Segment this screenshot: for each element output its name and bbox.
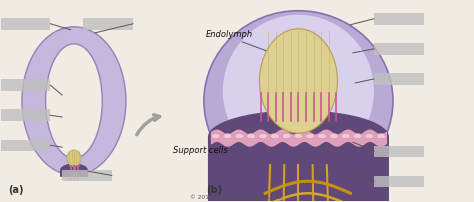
- Ellipse shape: [258, 134, 267, 139]
- Ellipse shape: [223, 134, 232, 139]
- Bar: [0, 109, 50, 121]
- Bar: [374, 176, 424, 187]
- Bar: [374, 73, 424, 85]
- Bar: [374, 13, 424, 25]
- Ellipse shape: [204, 11, 393, 191]
- Text: Endolymph: Endolymph: [206, 30, 254, 39]
- Ellipse shape: [365, 134, 374, 139]
- Text: Support cells: Support cells: [173, 146, 228, 155]
- Ellipse shape: [22, 27, 126, 175]
- Ellipse shape: [235, 134, 244, 139]
- Ellipse shape: [329, 134, 338, 139]
- Ellipse shape: [46, 44, 102, 158]
- Bar: [62, 170, 112, 181]
- Ellipse shape: [341, 134, 350, 139]
- Bar: [0, 140, 50, 151]
- Text: (a): (a): [8, 185, 23, 195]
- Ellipse shape: [246, 134, 255, 139]
- Ellipse shape: [282, 134, 291, 139]
- Ellipse shape: [294, 134, 303, 139]
- Polygon shape: [209, 111, 388, 201]
- Bar: [83, 18, 133, 30]
- Text: © 2011 Pearson Education, Inc.: © 2011 Pearson Education, Inc.: [191, 194, 283, 199]
- Ellipse shape: [353, 134, 362, 139]
- Polygon shape: [61, 164, 87, 176]
- Bar: [374, 43, 424, 55]
- Ellipse shape: [270, 134, 279, 139]
- Ellipse shape: [223, 15, 374, 167]
- Ellipse shape: [259, 29, 337, 133]
- Ellipse shape: [377, 134, 386, 139]
- Bar: [374, 145, 424, 157]
- Ellipse shape: [211, 134, 220, 139]
- Bar: [0, 79, 50, 91]
- Ellipse shape: [67, 150, 81, 166]
- Ellipse shape: [306, 134, 315, 139]
- Ellipse shape: [318, 134, 327, 139]
- Text: (b): (b): [206, 185, 222, 195]
- Bar: [0, 18, 50, 30]
